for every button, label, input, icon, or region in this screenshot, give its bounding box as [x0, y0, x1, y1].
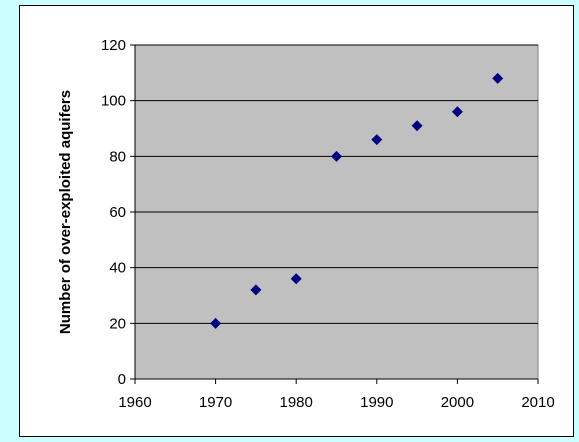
x-tick-label: 1960: [118, 394, 151, 411]
data-point: [451, 106, 463, 118]
x-tick-label: 1980: [280, 394, 313, 411]
data-point: [492, 72, 504, 84]
y-tick-label: 100: [101, 93, 126, 110]
data-point: [290, 273, 302, 285]
y-tick-label: 40: [109, 260, 126, 277]
y-axis-ticks: 0 20 40 60 80 100 120: [101, 37, 135, 388]
data-point: [250, 284, 262, 296]
gridlines: [135, 44, 538, 324]
y-tick-label: 60: [109, 204, 126, 221]
data-point: [411, 120, 423, 132]
x-tick-label: 1970: [199, 394, 232, 411]
y-axis-title: Number of over-exploited aquifers: [57, 90, 74, 334]
data-point: [210, 317, 222, 329]
x-tick-label: 2000: [441, 394, 474, 411]
y-tick-label: 20: [109, 315, 126, 332]
y-tick-label: 120: [101, 37, 126, 54]
x-tick-label: 1990: [360, 394, 393, 411]
data-point: [371, 134, 383, 146]
x-tick-label: 2010: [521, 394, 554, 411]
y-tick-label: 0: [118, 371, 126, 388]
data-point: [331, 150, 342, 162]
data-points: [210, 72, 504, 329]
y-tick-label: 80: [109, 148, 126, 165]
x-axis-ticks: 1960 1970 1980 1990 2000 2010: [118, 379, 555, 411]
